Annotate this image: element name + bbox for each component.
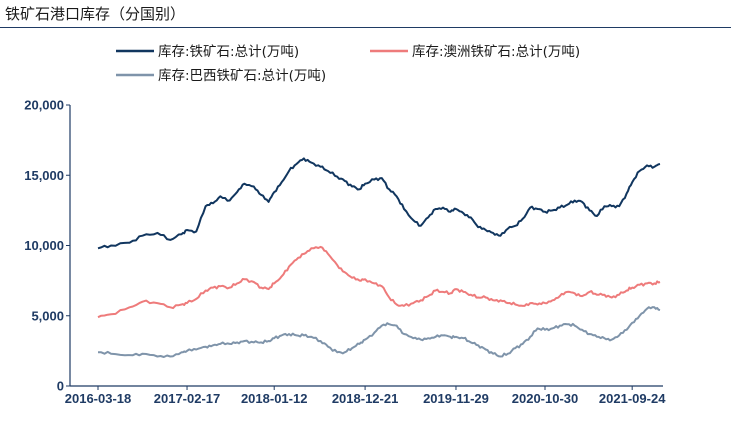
x-tick-label: 2019-11-29 — [423, 391, 489, 406]
x-tick-label: 2016-03-18 — [65, 391, 132, 406]
x-tick-label: 2018-12-21 — [332, 391, 399, 406]
y-tick-label: 10,000 — [24, 238, 64, 253]
y-tick-label: 20,000 — [24, 98, 64, 113]
y-tick-label: 5,000 — [31, 308, 64, 323]
x-tick-label: 2017-02-17 — [154, 391, 221, 406]
legend-label-1: 库存:铁矿石:总计(万吨) — [158, 44, 299, 60]
x-tick-label: 2020-10-30 — [512, 391, 579, 406]
y-tick-label: 0 — [57, 379, 64, 394]
x-tick-label: 2018-01-12 — [241, 391, 308, 406]
title-divider — [0, 27, 731, 28]
series-line-3 — [98, 306, 661, 358]
series-line-1 — [97, 157, 661, 250]
y-tick-label: 15,000 — [24, 168, 64, 183]
legend-label-2: 库存:澳洲铁矿石:总计(万吨) — [412, 44, 580, 60]
series-line-2 — [97, 245, 661, 319]
legend-label-3: 库存:巴西铁矿石:总计(万吨) — [158, 68, 326, 84]
chart-title: 铁矿石港口库存（分国别） — [5, 5, 186, 23]
x-tick-label: 2021-09-24 — [599, 391, 666, 406]
